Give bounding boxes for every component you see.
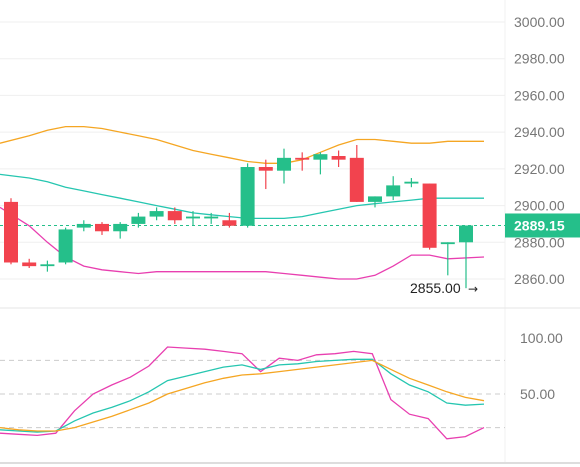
candle-body	[277, 157, 291, 171]
bollinger-upper-line	[0, 125, 484, 164]
price-tick-label: 2940.00	[514, 124, 565, 140]
current-price-tag: 2889.15	[505, 213, 580, 238]
candle-body	[186, 216, 200, 219]
candle-body	[76, 223, 91, 228]
price-tick-label: 2880.00	[514, 234, 565, 250]
osc-tick-label: 100.00	[520, 330, 563, 346]
price-tick-label: 3000.00	[514, 14, 565, 30]
oscillator-line	[0, 359, 485, 432]
candles	[4, 144, 473, 289]
candle-body	[295, 157, 310, 160]
candle-body	[258, 167, 273, 171]
price-tick-label: 2920.00	[514, 161, 565, 177]
candle-body	[386, 185, 401, 197]
candle-body	[131, 216, 146, 224]
price-axis: 3000.00 2980.00 2960.00 2940.00 2920.00 2900.…	[514, 14, 565, 287]
candle-body	[204, 216, 219, 219]
candle-body	[95, 223, 109, 232]
candle-body	[440, 242, 455, 245]
current-price-tag-bg	[505, 213, 580, 238]
bollinger-middle-line	[0, 173, 484, 220]
oscillator-line	[0, 358, 485, 433]
candle-body	[313, 154, 328, 160]
low-price-label: 2855.00	[410, 280, 461, 296]
price-tick-label: 2980.00	[514, 51, 565, 67]
candle-body	[459, 225, 473, 243]
current-price-label: 2889.15	[514, 217, 565, 233]
candle-body	[368, 196, 382, 202]
candle-body	[58, 229, 73, 263]
low-marker: 2855.00 →	[410, 280, 478, 296]
candle-body	[349, 157, 364, 202]
candle-body	[331, 156, 346, 160]
low-arrow-icon: →	[468, 282, 478, 296]
candle-body	[167, 211, 182, 221]
price-tick-label: 2960.00	[514, 87, 565, 103]
candle-body	[149, 211, 164, 217]
candle-body	[113, 223, 128, 232]
candle-body	[40, 264, 55, 267]
candle-body	[22, 262, 37, 267]
bollinger-lower-line	[0, 206, 485, 280]
candle-body	[240, 167, 255, 226]
candle-body	[422, 183, 437, 248]
price-tick-label: 2860.00	[514, 271, 565, 287]
candle-body	[404, 181, 419, 184]
price-tick-label: 2900.00	[514, 198, 565, 214]
bollinger-bands	[0, 125, 485, 280]
candle-body	[4, 201, 18, 263]
osc-tick-label: 50.00	[520, 386, 555, 402]
candle-body	[222, 220, 237, 226]
oscillator-panel: 100.00 50.00	[0, 330, 563, 440]
oscillator-line	[0, 346, 485, 440]
